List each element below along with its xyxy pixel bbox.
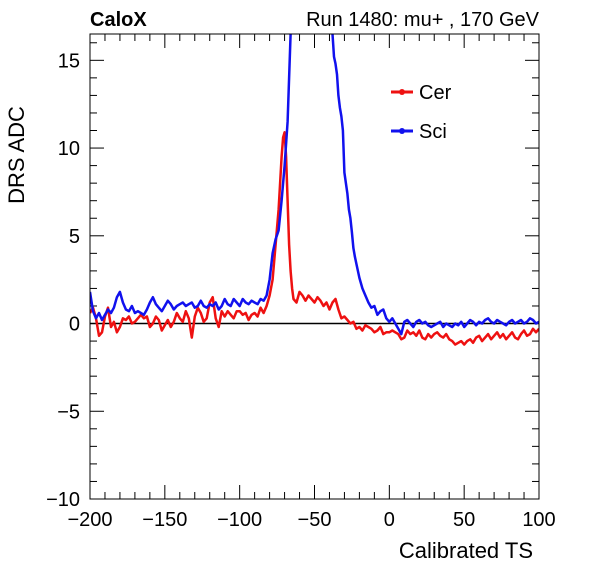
- run-info-label: Run 1480: mu+ , 170 GeV: [306, 9, 540, 31]
- experiment-label: CaloX: [90, 9, 147, 31]
- x-tick-label: −200: [67, 509, 112, 531]
- x-tick-label: 100: [522, 509, 555, 531]
- y-tick-label: 0: [69, 314, 80, 336]
- x-tick-label: 0: [384, 509, 395, 531]
- y-axis-title: DRS ADC: [4, 106, 29, 204]
- series-group: [90, 34, 539, 346]
- y-tick-label: −5: [57, 401, 80, 423]
- legend-marker-cer: [399, 89, 405, 95]
- series-cer-line: [90, 131, 539, 346]
- legend-label-cer: Cer: [419, 82, 452, 104]
- y-tick-label: 10: [58, 138, 80, 160]
- y-tick-label: −10: [46, 489, 80, 511]
- x-tick-label: 50: [453, 509, 475, 531]
- x-tick-label: −50: [298, 509, 332, 531]
- legend-marker-sci: [399, 128, 405, 134]
- legend: Cer Sci: [391, 82, 452, 143]
- y-tick-label: 15: [58, 50, 80, 72]
- y-tick-label: 5: [69, 226, 80, 248]
- plot-frame: [89, 33, 540, 500]
- legend-label-sci: Sci: [419, 121, 447, 143]
- series-sci-line: [90, 34, 539, 336]
- x-tick-label: −150: [142, 509, 187, 531]
- axis-ticks: [89, 34, 540, 500]
- x-axis-title: Calibrated TS: [399, 538, 533, 563]
- x-tick-label: −100: [217, 509, 262, 531]
